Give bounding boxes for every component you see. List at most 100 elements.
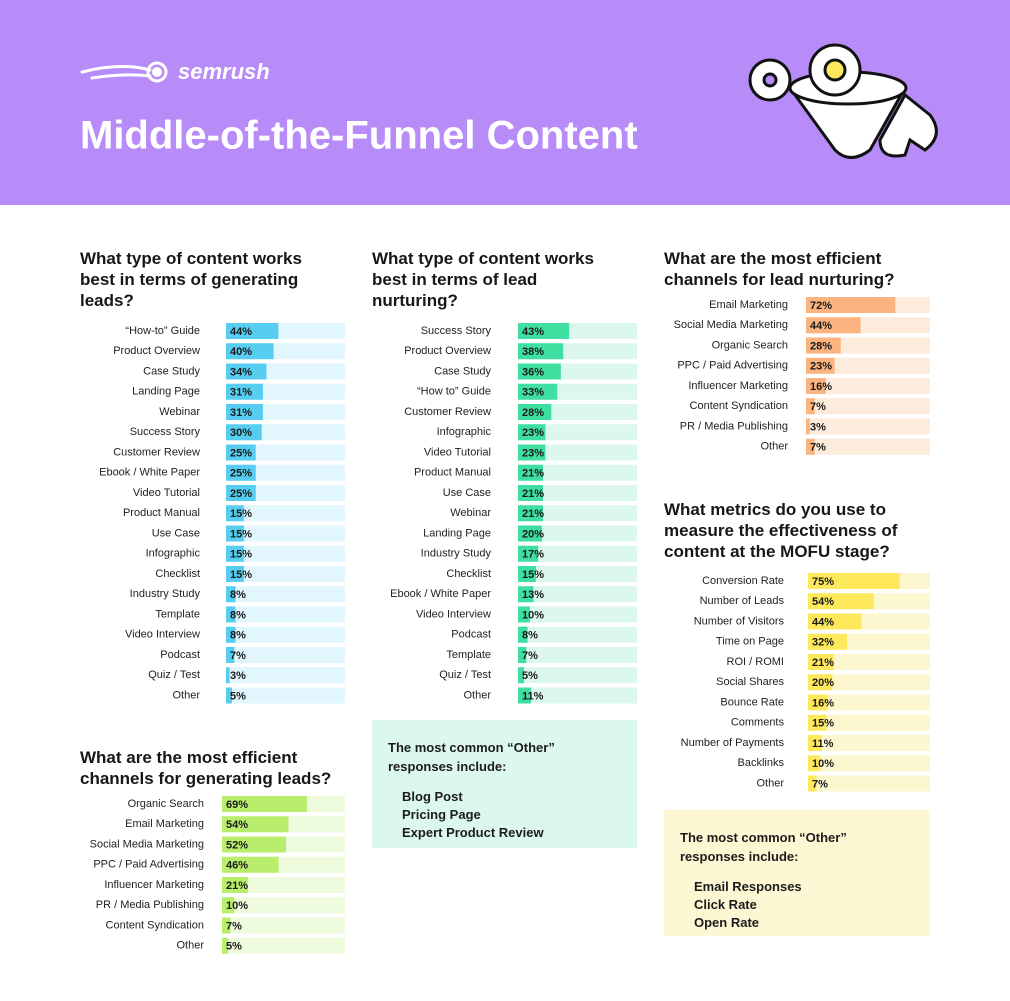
- value-label: 3%: [230, 670, 246, 682]
- value-label: 13%: [522, 589, 544, 601]
- bar: [226, 343, 274, 360]
- category-label: Use Case: [152, 527, 200, 539]
- bar-track: [222, 897, 345, 914]
- bar: [518, 444, 546, 461]
- value-label: 7%: [810, 401, 826, 413]
- category-label: Industry Study: [130, 588, 201, 600]
- note-title: The most common “Other” responses includ…: [388, 740, 555, 774]
- category-label: Landing Page: [423, 527, 491, 539]
- bar: [808, 775, 817, 792]
- value-label: 16%: [810, 381, 832, 393]
- bar: [222, 796, 307, 812]
- category-label: Webinar: [159, 406, 200, 418]
- bar-track: [226, 505, 345, 522]
- value-label: 28%: [522, 407, 544, 419]
- page-title: Middle-of-the-Funnel Content: [80, 114, 638, 158]
- note-item: Click Rate: [694, 897, 757, 912]
- bar: [806, 337, 841, 354]
- note-item: Pricing Page: [402, 807, 481, 822]
- category-label: “How-to” Guide: [125, 325, 200, 337]
- category-label: Other: [463, 689, 491, 701]
- bar-track: [518, 566, 637, 582]
- bar-track: [808, 613, 930, 630]
- bar-track: [518, 383, 637, 400]
- value-label: 5%: [226, 941, 242, 953]
- bar: [518, 343, 564, 360]
- category-label: Product Overview: [404, 345, 491, 357]
- value-label: 25%: [230, 468, 252, 480]
- value-label: 23%: [522, 427, 544, 439]
- category-label: Podcast: [451, 629, 491, 641]
- category-label: PPC / Paid Advertising: [93, 859, 204, 871]
- value-label: 8%: [230, 589, 246, 601]
- bar-track: [808, 593, 930, 610]
- category-label: Video Tutorial: [424, 446, 491, 458]
- note-box: The most common “Other” responses includ…: [664, 810, 930, 936]
- category-label: Email Marketing: [125, 818, 204, 830]
- value-label: 34%: [230, 366, 252, 378]
- bar-track: [806, 438, 930, 455]
- note-item: Expert Product Review: [402, 825, 544, 840]
- value-label: 20%: [522, 528, 544, 540]
- value-label: 25%: [230, 447, 252, 459]
- bar: [518, 464, 543, 481]
- bar-track: [518, 323, 637, 339]
- value-label: 21%: [226, 880, 248, 892]
- value-label: 7%: [810, 442, 826, 454]
- bar-track: [222, 856, 345, 873]
- bar-track: [226, 363, 345, 380]
- category-label: Number of Leads: [700, 595, 785, 607]
- bar: [808, 755, 821, 772]
- note-item: Blog Post: [402, 789, 463, 804]
- value-label: 15%: [230, 508, 252, 520]
- value-label: 21%: [522, 508, 544, 520]
- bar-track: [226, 606, 345, 623]
- bar-track: [222, 836, 345, 853]
- category-label: “How to” Guide: [417, 386, 491, 398]
- bar-track: [226, 444, 345, 461]
- category-label: Ebook / White Paper: [99, 467, 200, 479]
- bar: [808, 694, 828, 711]
- bar: [808, 674, 833, 691]
- bar-track: [806, 357, 930, 374]
- value-label: 33%: [522, 387, 544, 399]
- category-label: Organic Search: [712, 339, 788, 351]
- value-label: 23%: [810, 361, 832, 373]
- bar: [808, 633, 848, 650]
- bar-track: [518, 545, 637, 562]
- value-label: 10%: [226, 900, 248, 912]
- bar-track: [808, 694, 930, 711]
- bar-track: [226, 424, 345, 441]
- bar: [808, 735, 822, 751]
- category-label: Industry Study: [421, 548, 492, 560]
- bar-track: [226, 687, 345, 704]
- bar: [226, 485, 256, 501]
- bar-track: [222, 937, 345, 954]
- bar-track: [222, 796, 345, 812]
- bar: [222, 917, 231, 934]
- bar: [226, 566, 244, 582]
- bar: [806, 438, 815, 455]
- value-label: 36%: [522, 366, 544, 378]
- value-label: 15%: [812, 718, 834, 730]
- bar-track: [518, 586, 637, 603]
- bar: [518, 566, 536, 582]
- category-label: Influencer Marketing: [688, 380, 788, 392]
- bar-track: [226, 383, 345, 400]
- bar: [806, 398, 815, 415]
- bar-track: [806, 398, 930, 415]
- bar: [222, 897, 235, 914]
- bar-track: [808, 714, 930, 731]
- bar-track: [222, 816, 345, 833]
- bar: [222, 836, 286, 853]
- bar-track: [226, 525, 345, 542]
- bar: [226, 545, 244, 562]
- bar-track: [806, 378, 930, 394]
- bar: [518, 647, 527, 663]
- bar: [518, 586, 534, 603]
- value-label: 31%: [230, 387, 252, 399]
- bar-track: [808, 633, 930, 650]
- value-label: 44%: [810, 320, 832, 332]
- note-title: The most common “Other” responses includ…: [680, 830, 847, 864]
- bar: [222, 877, 248, 893]
